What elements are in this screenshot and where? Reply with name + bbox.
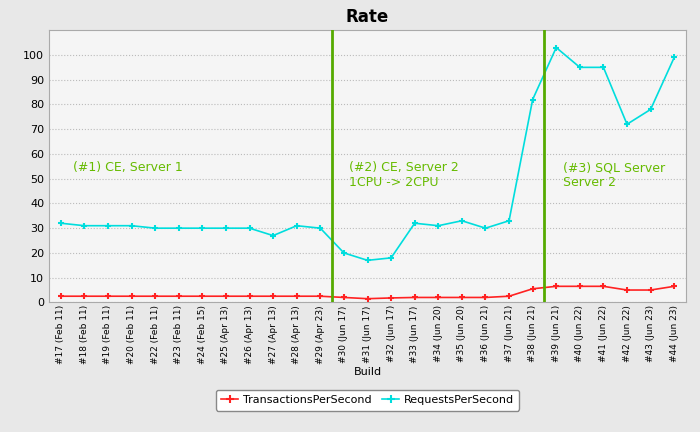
RequestsPerSecond: [410, 221, 419, 226]
RequestsPerSecond: [293, 223, 301, 228]
TransactionsPerSecond: [623, 287, 631, 292]
RequestsPerSecond: [57, 221, 65, 226]
TransactionsPerSecond: [245, 294, 253, 299]
TransactionsPerSecond: [434, 295, 442, 300]
RequestsPerSecond: [575, 65, 584, 70]
RequestsPerSecond: [340, 250, 348, 255]
TransactionsPerSecond: [80, 294, 89, 299]
RequestsPerSecond: [599, 65, 608, 70]
TransactionsPerSecond: [340, 295, 348, 300]
TransactionsPerSecond: [57, 294, 65, 299]
RequestsPerSecond: [127, 223, 136, 228]
TransactionsPerSecond: [505, 294, 513, 299]
RequestsPerSecond: [458, 218, 466, 223]
RequestsPerSecond: [222, 226, 230, 231]
RequestsPerSecond: [151, 226, 160, 231]
RequestsPerSecond: [104, 223, 112, 228]
RequestsPerSecond: [198, 226, 206, 231]
TransactionsPerSecond: [599, 284, 608, 289]
TransactionsPerSecond: [552, 284, 561, 289]
TransactionsPerSecond: [458, 295, 466, 300]
TransactionsPerSecond: [127, 294, 136, 299]
RequestsPerSecond: [482, 226, 490, 231]
RequestsPerSecond: [316, 226, 325, 231]
TransactionsPerSecond: [363, 296, 372, 301]
TransactionsPerSecond: [293, 294, 301, 299]
TransactionsPerSecond: [482, 295, 490, 300]
TransactionsPerSecond: [269, 294, 277, 299]
Legend: TransactionsPerSecond, RequestsPerSecond: TransactionsPerSecond, RequestsPerSecond: [216, 390, 519, 411]
RequestsPerSecond: [269, 233, 277, 238]
RequestsPerSecond: [505, 218, 513, 223]
X-axis label: Build: Build: [354, 367, 382, 377]
RequestsPerSecond: [363, 258, 372, 263]
RequestsPerSecond: [80, 223, 89, 228]
TransactionsPerSecond: [198, 294, 206, 299]
Line: TransactionsPerSecond: TransactionsPerSecond: [57, 283, 678, 302]
RequestsPerSecond: [552, 45, 561, 50]
RequestsPerSecond: [670, 55, 678, 60]
Line: RequestsPerSecond: RequestsPerSecond: [57, 44, 678, 264]
RequestsPerSecond: [174, 226, 183, 231]
RequestsPerSecond: [387, 255, 395, 260]
RequestsPerSecond: [623, 122, 631, 127]
RequestsPerSecond: [646, 107, 654, 112]
TransactionsPerSecond: [387, 295, 395, 301]
Text: (#2) CE, Server 2
1CPU -> 2CPU: (#2) CE, Server 2 1CPU -> 2CPU: [349, 162, 459, 189]
Text: (#3) SQL Server
Server 2: (#3) SQL Server Server 2: [564, 162, 666, 189]
RequestsPerSecond: [528, 97, 537, 102]
TransactionsPerSecond: [104, 294, 112, 299]
TransactionsPerSecond: [670, 284, 678, 289]
TransactionsPerSecond: [174, 294, 183, 299]
TransactionsPerSecond: [316, 294, 325, 299]
TransactionsPerSecond: [646, 287, 654, 292]
RequestsPerSecond: [434, 223, 442, 228]
TransactionsPerSecond: [222, 294, 230, 299]
TransactionsPerSecond: [575, 284, 584, 289]
TransactionsPerSecond: [151, 294, 160, 299]
TransactionsPerSecond: [410, 295, 419, 300]
RequestsPerSecond: [245, 226, 253, 231]
Title: Rate: Rate: [346, 8, 389, 26]
TransactionsPerSecond: [528, 286, 537, 292]
Text: (#1) CE, Server 1: (#1) CE, Server 1: [73, 162, 182, 175]
